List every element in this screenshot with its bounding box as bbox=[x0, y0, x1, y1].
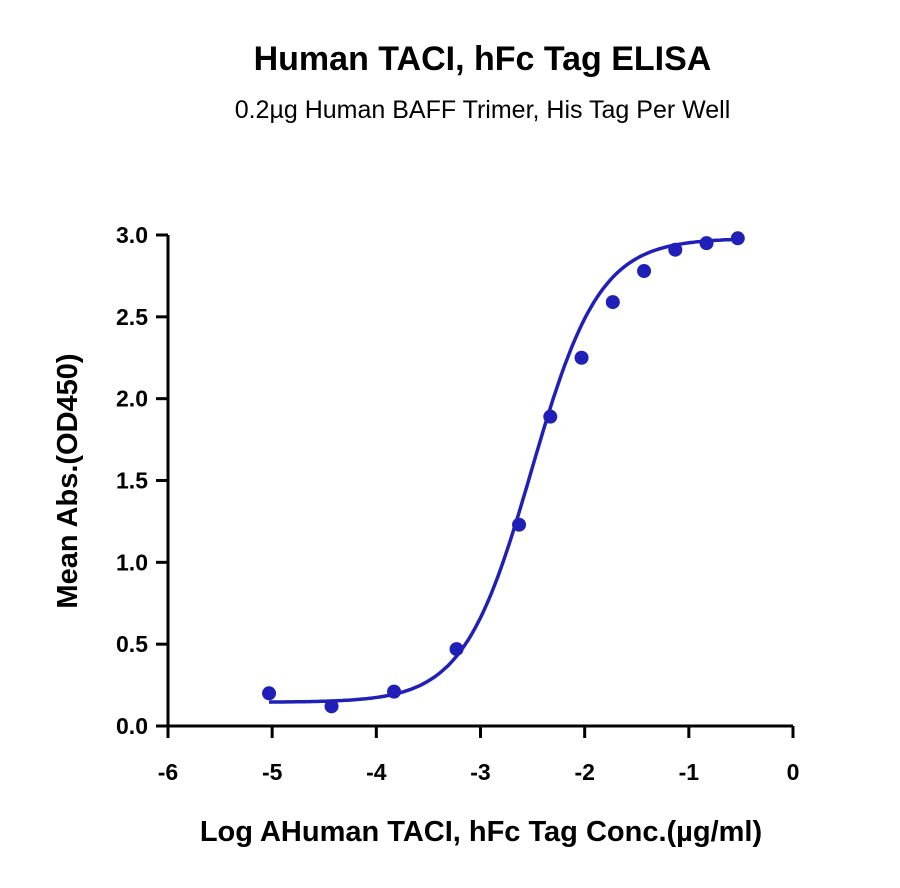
y-axis-label: Mean Abs.(OD450) bbox=[52, 353, 84, 608]
x-axis-label: Log AHuman TACI, hFc Tag Conc.(µg/ml) bbox=[200, 816, 762, 848]
x-tick-label: -2 bbox=[574, 759, 594, 785]
x-tick-label: -1 bbox=[679, 759, 700, 785]
data-point bbox=[324, 699, 339, 714]
data-point bbox=[605, 295, 620, 310]
data-point bbox=[387, 684, 402, 699]
chart-title: Human TACI, hFc Tag ELISA bbox=[253, 40, 712, 78]
x-tick-label: -3 bbox=[470, 759, 490, 785]
data-point bbox=[668, 242, 683, 257]
x-tick-label: 0 bbox=[787, 759, 800, 785]
data-point bbox=[512, 517, 527, 532]
y-tick-label: 0.5 bbox=[116, 631, 148, 657]
fit-curve bbox=[268, 237, 738, 704]
data-point bbox=[730, 231, 745, 246]
data-point bbox=[449, 642, 464, 657]
y-tick-label: 1.0 bbox=[116, 549, 148, 575]
y-tick-label: 1.5 bbox=[116, 468, 148, 494]
x-tick-label: -5 bbox=[262, 759, 283, 785]
x-tick-label: -6 bbox=[158, 759, 178, 785]
ticks: -6 -5 -4 -3 -2 -1 0 0.0 0.5 1.0 1.5 2.0 2.5 3.0 bbox=[116, 222, 799, 785]
data-point bbox=[574, 350, 589, 365]
data-point bbox=[262, 686, 277, 701]
y-tick-label: 2.5 bbox=[116, 304, 148, 330]
y-tick-label: 3.0 bbox=[116, 222, 148, 248]
data-point bbox=[699, 236, 714, 251]
fit-curve-layer bbox=[268, 237, 738, 704]
data-point bbox=[637, 264, 652, 279]
x-tick-label: -4 bbox=[366, 759, 387, 785]
axes bbox=[166, 235, 793, 728]
y-tick-label: 2.0 bbox=[116, 386, 148, 412]
chart-subtitle: 0.2µg Human BAFF Trimer, His Tag Per Wel… bbox=[234, 96, 731, 124]
data-point bbox=[543, 409, 558, 424]
data-points-layer bbox=[262, 231, 745, 714]
y-tick-label: 0.0 bbox=[116, 713, 148, 739]
